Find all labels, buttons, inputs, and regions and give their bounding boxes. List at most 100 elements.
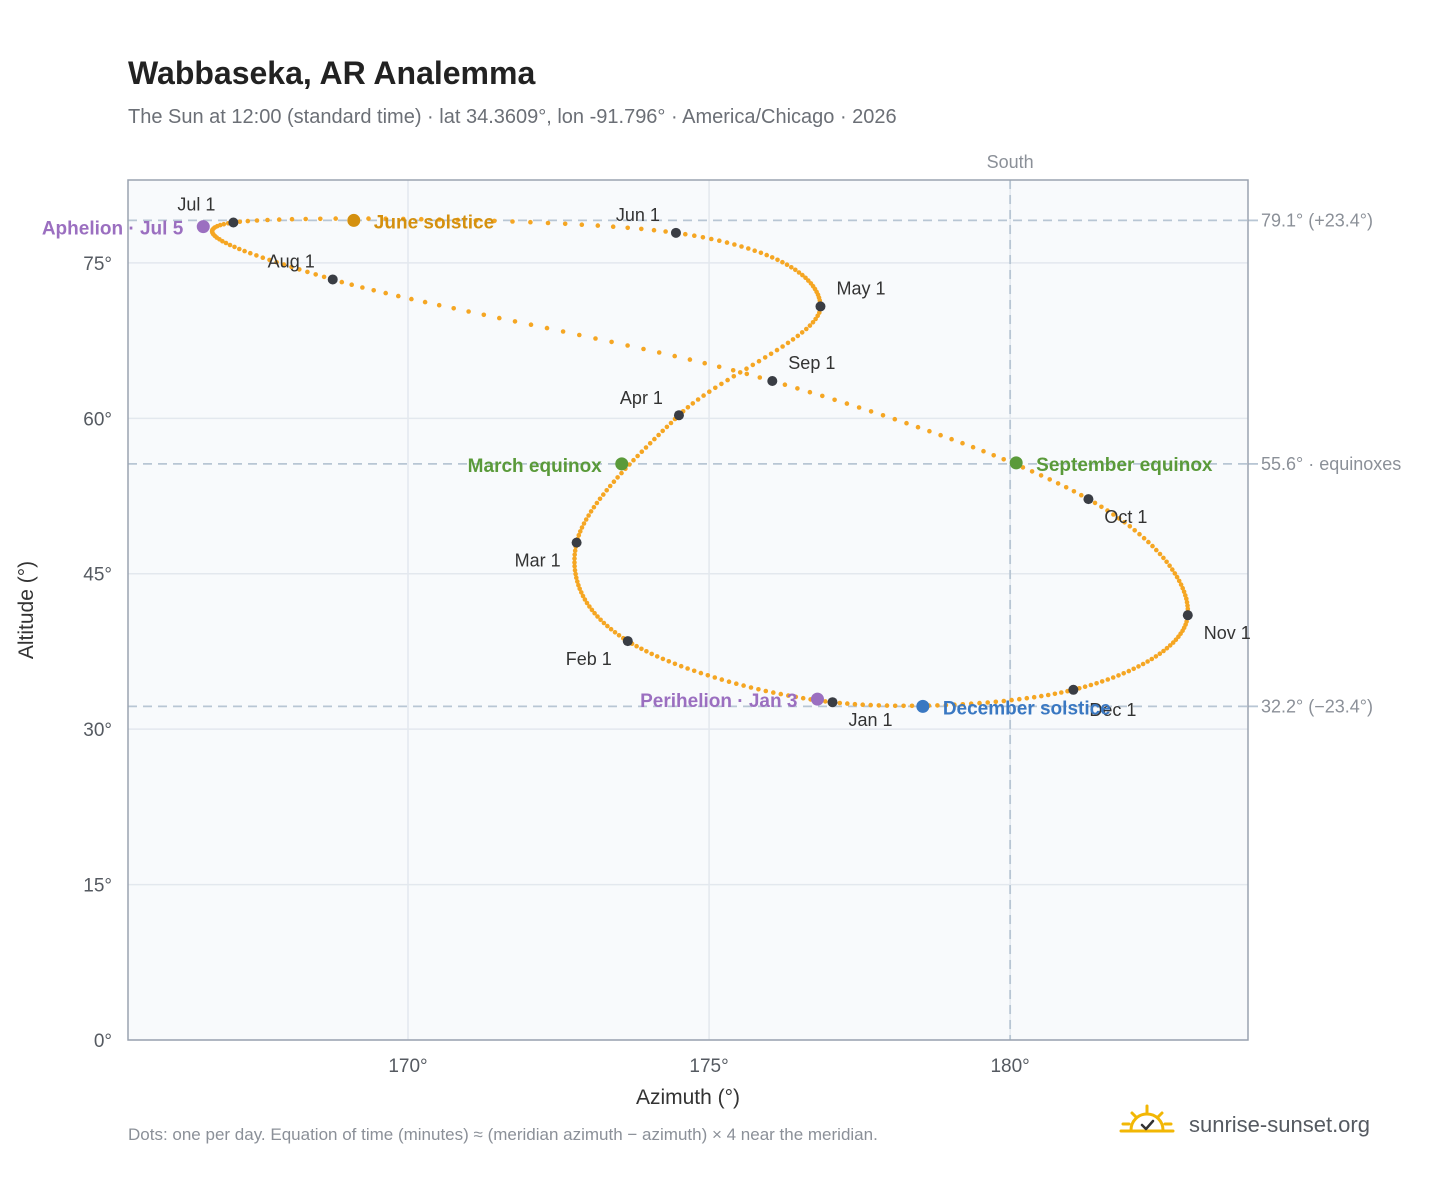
daily-sun-dot <box>1092 500 1098 506</box>
daily-sun-dot <box>643 445 649 450</box>
daily-sun-dot <box>803 275 808 281</box>
daily-sun-dot <box>685 666 690 671</box>
daily-sun-dot <box>666 659 672 664</box>
daily-sun-dot <box>588 509 594 514</box>
daily-sun-dot <box>321 274 327 280</box>
month-marker-label: Sep 1 <box>788 353 835 373</box>
daily-sun-dot <box>795 386 800 391</box>
daily-sun-dot <box>237 219 243 224</box>
month-marker-label: Jul 1 <box>177 194 215 214</box>
daily-sun-dot <box>756 687 761 692</box>
daily-sun-dot <box>660 656 666 662</box>
daily-sun-dot <box>960 440 965 446</box>
daily-sun-dot <box>810 320 816 325</box>
daily-sun-dot <box>597 496 603 502</box>
x-tick-label: 175° <box>689 1056 728 1077</box>
daily-sun-dot <box>297 267 302 272</box>
daily-sun-dot <box>741 683 746 688</box>
daily-sun-dot <box>634 643 639 649</box>
daily-sun-dot <box>572 552 577 557</box>
daily-sun-dot <box>789 265 794 270</box>
daily-sun-dot <box>660 428 665 434</box>
daily-sun-dot <box>647 441 653 446</box>
daily-sun-dot <box>800 695 806 701</box>
daily-sun-dot <box>512 319 518 324</box>
event-marker-label: March equinox <box>468 456 603 477</box>
daily-sun-dot <box>305 269 310 275</box>
daily-sun-dot <box>725 377 730 383</box>
daily-sun-dot <box>576 532 582 538</box>
daily-sun-dot <box>635 453 640 459</box>
y-axis-label: Altitude (°) <box>15 561 38 659</box>
daily-sun-dot <box>580 593 586 599</box>
daily-sun-dot <box>695 397 701 402</box>
daily-sun-dot <box>1082 684 1088 689</box>
daily-sun-dot <box>333 216 339 221</box>
daily-sun-dot <box>852 701 858 707</box>
daily-sun-dot <box>705 673 711 678</box>
daily-sun-dot <box>639 449 645 455</box>
daily-sun-dot <box>281 262 287 267</box>
reference-labels: South 79.1° (+23.4°) 55.6° · equinoxes 32.2… <box>987 152 1402 716</box>
daily-sun-dot <box>220 238 225 244</box>
daily-sun-dot <box>303 216 309 222</box>
daily-sun-dot <box>1145 659 1150 664</box>
daily-sun-dot <box>274 260 279 265</box>
daily-sun-dot <box>977 700 982 706</box>
daily-sun-dot <box>1131 666 1136 672</box>
daily-sun-dot <box>593 336 598 341</box>
daily-sun-dot <box>698 670 704 676</box>
daily-sun-dot <box>892 703 898 709</box>
daily-sun-dot <box>1141 535 1147 541</box>
daily-sun-dot <box>1105 677 1111 682</box>
daily-sun-dot <box>702 360 707 366</box>
daily-sun-dot <box>807 323 813 328</box>
daily-sun-dot <box>581 521 587 526</box>
month-marker-dot <box>1182 610 1193 621</box>
analemma-path <box>209 216 1191 709</box>
daily-sun-dot <box>577 586 582 592</box>
daily-sun-dot <box>795 333 801 339</box>
footnote: Dots: one per day. Equation of time (min… <box>128 1125 878 1144</box>
daily-sun-dot <box>1157 551 1163 557</box>
daily-sun-dot <box>1099 504 1104 510</box>
daily-sun-dot <box>572 548 578 553</box>
daily-sun-dot <box>1110 675 1116 680</box>
daily-sun-dot <box>1137 531 1142 537</box>
reference-lines <box>128 180 1258 1040</box>
daily-sun-dot <box>656 432 661 438</box>
daily-sun-dot <box>774 347 780 353</box>
daily-sun-dot <box>993 699 999 705</box>
daily-sun-dot <box>1154 547 1159 553</box>
daily-sun-dot <box>724 240 730 245</box>
daily-sun-dot <box>692 233 697 238</box>
daily-sun-dot <box>582 597 588 602</box>
daily-sun-dot <box>1157 651 1163 656</box>
daily-sun-dot <box>545 220 551 226</box>
month-marker-dot <box>670 227 681 238</box>
daily-sun-dot <box>371 288 377 293</box>
daily-sun-dot <box>401 216 406 222</box>
daily-sun-dot <box>318 216 323 222</box>
daily-sun-dot <box>744 371 750 377</box>
daily-sun-dot <box>1167 643 1173 648</box>
daily-sun-dot <box>856 405 862 410</box>
daily-sun-dot <box>949 436 954 442</box>
daily-sun-dot <box>544 325 550 331</box>
daily-sun-dot <box>473 218 479 223</box>
daily-sun-dot <box>968 701 974 706</box>
daily-sun-dot <box>799 330 805 335</box>
daily-sun-dot <box>560 329 566 334</box>
daily-sun-dot <box>1174 574 1180 580</box>
daily-sun-dot <box>248 250 253 256</box>
daily-sun-dot <box>221 221 227 227</box>
daily-sun-dot <box>1150 543 1155 549</box>
daily-sun-dot <box>383 290 389 296</box>
daily-sun-dot <box>265 217 270 223</box>
daily-sun-dot <box>1173 637 1179 642</box>
daily-sun-dot <box>237 246 242 252</box>
brand-name: sunrise-sunset.org <box>1189 1112 1370 1137</box>
daily-sun-dot <box>701 393 706 398</box>
daily-sun-dot <box>748 685 754 690</box>
daily-sun-dot <box>592 610 597 616</box>
